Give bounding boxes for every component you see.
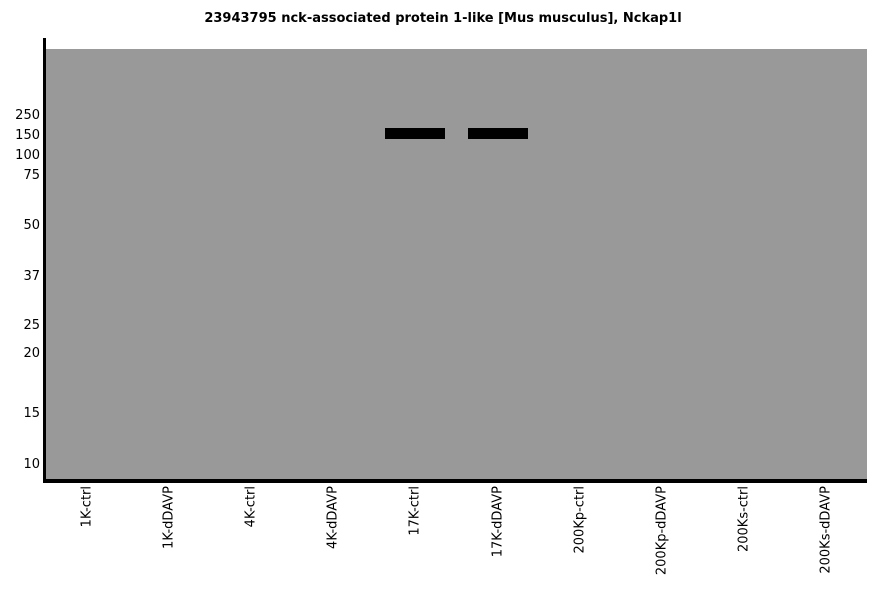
x-axis-tick-label: 17K-dDAVP <box>490 486 505 557</box>
x-axis-tick-label-text: 17K-dDAVP <box>490 486 506 558</box>
x-axis-tick-label-text: 4K-dDAVP <box>325 486 341 549</box>
gel-lane-area <box>46 49 867 479</box>
protein-band <box>385 128 445 139</box>
y-axis-tick-label: 150 <box>15 128 40 143</box>
x-axis-tick-label-text: 200Ks-dDAVP <box>818 486 834 574</box>
x-axis-tick-label-text: 200Kp-ctrl <box>572 486 588 554</box>
y-axis-tick-label: 10 <box>23 457 40 472</box>
y-axis-tick-label: 50 <box>23 218 40 233</box>
x-axis-tick-label: 200Ks-ctrl <box>736 486 751 552</box>
y-axis-tick-label: 100 <box>15 148 40 163</box>
x-axis-tick-label: 200Kp-ctrl <box>572 486 587 553</box>
x-axis-tick-label: 200Ks-dDAVP <box>818 486 833 574</box>
y-axis-tick-label: 250 <box>15 108 40 123</box>
x-axis-tick-label: 1K-dDAVP <box>162 486 177 549</box>
x-axis-tick-label-text: 1K-ctrl <box>79 486 95 528</box>
y-axis-tick-label: 75 <box>23 168 40 183</box>
y-axis-tick-label: 25 <box>23 318 40 333</box>
x-axis-line <box>43 479 867 483</box>
x-axis-tick-label-text: 17K-ctrl <box>407 486 423 536</box>
chart-title: 23943795 nck-associated protein 1-like [… <box>204 11 682 26</box>
protein-band <box>468 128 528 139</box>
x-axis-tick-label: 200Kp-dDAVP <box>654 486 669 575</box>
x-axis-tick-label: 17K-ctrl <box>408 486 423 536</box>
y-axis-tick-label: 20 <box>23 346 40 361</box>
x-axis-tick-label-text: 200Kp-dDAVP <box>654 486 670 576</box>
y-axis-tick-label: 15 <box>23 406 40 421</box>
x-axis-tick-label-text: 200Ks-ctrl <box>736 486 752 553</box>
x-axis-tick-label: 4K-dDAVP <box>326 486 341 549</box>
y-axis-line <box>43 38 46 483</box>
y-axis-tick-label: 37 <box>23 269 40 284</box>
x-axis-tick-label-text: 4K-ctrl <box>243 486 259 528</box>
x-axis-tick-label: 4K-ctrl <box>244 486 259 527</box>
x-axis-tick-label: 1K-ctrl <box>80 486 95 527</box>
x-axis-tick-label-text: 1K-dDAVP <box>161 486 177 549</box>
